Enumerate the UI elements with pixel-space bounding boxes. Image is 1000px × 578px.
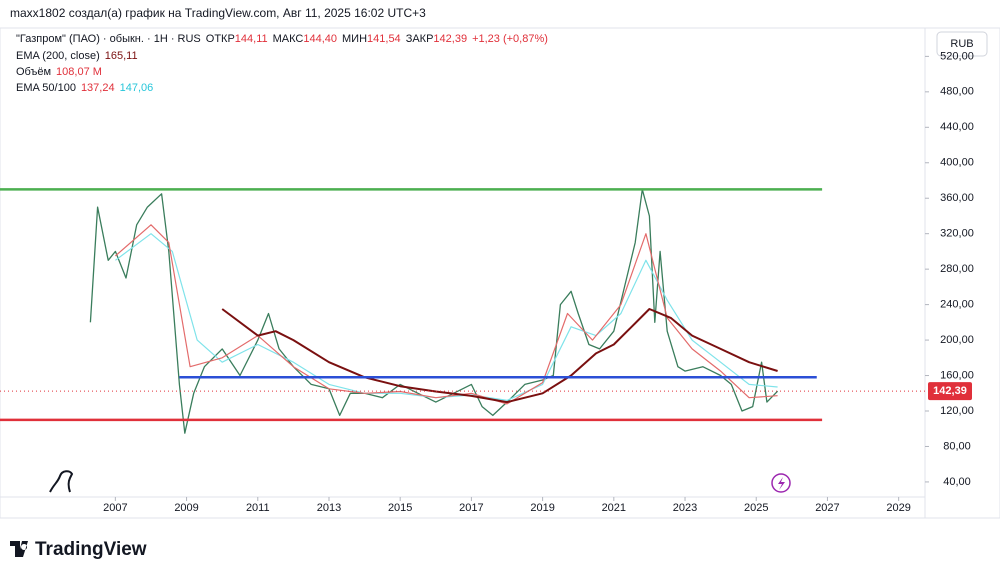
legend-item: МАКС xyxy=(273,33,304,45)
y-tick-label: 280,00 xyxy=(940,263,974,275)
y-tick-label: 320,00 xyxy=(940,228,974,240)
x-tick-label: 2017 xyxy=(459,502,483,514)
x-tick-label: 2015 xyxy=(388,502,412,514)
legend-item: EMA (200, close) xyxy=(16,50,100,62)
legend-item: 144,40 xyxy=(303,33,337,45)
legend-row: EMA 50/100 137,24 147,06 xyxy=(16,82,153,94)
legend-item: ЗАКР xyxy=(406,33,434,45)
y-tick-label: 160,00 xyxy=(940,369,974,381)
y-tick-label: 80,00 xyxy=(943,440,971,452)
y-tick-label: 400,00 xyxy=(940,157,974,169)
y-tick-label: 40,00 xyxy=(943,476,971,488)
y-tick-label: 120,00 xyxy=(940,405,974,417)
series-line xyxy=(115,224,778,405)
x-tick-label: 2021 xyxy=(602,502,626,514)
x-tick-label: 2025 xyxy=(744,502,768,514)
chart-frame xyxy=(0,27,1000,519)
legend-item: ОТКР xyxy=(206,33,235,45)
legend-item: EMA 50/100 xyxy=(16,82,76,94)
last-price-tag xyxy=(928,382,972,401)
legend-item: Объём xyxy=(16,66,51,78)
legend-item: 137,24 xyxy=(81,82,115,94)
currency[interactable]: RUB xyxy=(950,38,973,50)
y-tick-label: 240,00 xyxy=(940,299,974,311)
legend-row: Объём 108,07 M xyxy=(16,66,102,78)
legend-item: МИН xyxy=(342,33,367,45)
legend-item: "Газпром" (ПАО) · обыкн. · 1Н · RUS xyxy=(16,33,201,45)
currency-button[interactable] xyxy=(936,31,988,57)
last-price-label: 142,39 xyxy=(933,385,967,397)
y-tick-label: 480,00 xyxy=(940,86,974,98)
legend-row: "Газпром" (ПАО) · обыкн. · 1Н · RUS ОТКР1… xyxy=(16,33,548,45)
brand: TradingView xyxy=(35,539,147,560)
legend-item: 144,11 xyxy=(235,33,268,45)
legend-item: 165,11 xyxy=(105,50,138,62)
legend-item: 142,39 xyxy=(433,33,467,45)
y-tick-label: 200,00 xyxy=(940,334,974,346)
y-tick-label: 440,00 xyxy=(940,121,974,133)
legend-item: 141,54 xyxy=(367,33,401,45)
y-tick-label: 360,00 xyxy=(940,192,974,204)
series-line xyxy=(221,308,778,404)
x-tick-label: 2029 xyxy=(886,502,910,514)
legend-item: 147,06 xyxy=(120,82,154,94)
event-bolt xyxy=(778,477,785,490)
brand-logo xyxy=(10,541,28,557)
legend: "Газпром" (ПАО) · обыкн. · 1Н · RUS ОТКР1… xyxy=(16,33,548,94)
x-tick-label: 2007 xyxy=(103,502,127,514)
logo-watermark xyxy=(49,470,74,493)
series-line xyxy=(115,233,778,401)
x-tick-label: 2023 xyxy=(673,502,697,514)
x-tick-label: 2027 xyxy=(815,502,839,514)
x-tick-label: 2009 xyxy=(174,502,198,514)
y-tick-label: 520,00 xyxy=(940,50,974,62)
x-tick-label: 2013 xyxy=(317,502,341,514)
legend-row: EMA (200, close) 165,11 xyxy=(16,50,138,62)
header: maxx1802 создал(а) график на TradingView… xyxy=(10,6,426,20)
legend-item: +1,23 (+0,87%) xyxy=(472,33,548,45)
series-line xyxy=(89,188,779,434)
legend-item: 108,07 M xyxy=(56,66,102,78)
x-tick-label: 2019 xyxy=(530,502,554,514)
x-tick-label: 2011 xyxy=(246,502,270,514)
